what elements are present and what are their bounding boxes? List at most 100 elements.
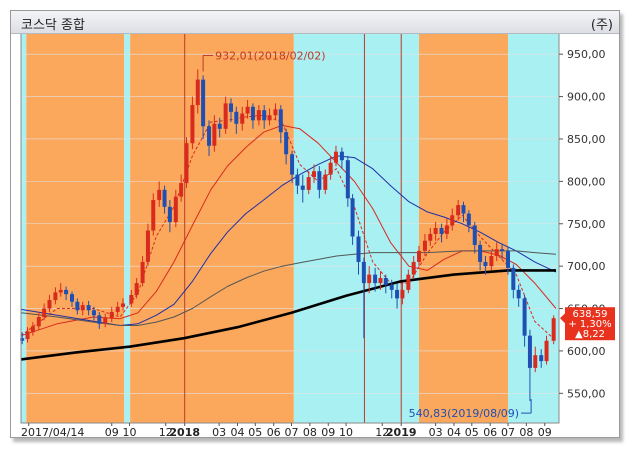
candle-body bbox=[267, 115, 272, 121]
candle bbox=[333, 145, 338, 167]
candle bbox=[115, 301, 120, 316]
candle bbox=[212, 115, 217, 152]
candle-body bbox=[339, 151, 344, 161]
candle bbox=[30, 322, 35, 336]
y-axis: 950,00900,00850,00800,00750,00700,00650,… bbox=[559, 48, 606, 400]
y-tick-label-4: 750,00 bbox=[567, 218, 606, 231]
candle bbox=[262, 105, 267, 129]
candle bbox=[256, 105, 261, 126]
candle bbox=[129, 289, 134, 307]
candle bbox=[345, 155, 350, 207]
candle bbox=[300, 174, 305, 203]
period-bands bbox=[21, 33, 559, 423]
period-band-3 bbox=[130, 33, 294, 423]
candle bbox=[207, 120, 212, 156]
candlestick-chart[interactable]: 932,01(2018/02/02) 540,83(2019/08/09) 950… bbox=[11, 11, 619, 437]
candle bbox=[411, 255, 416, 279]
candle bbox=[201, 75, 206, 139]
candle bbox=[47, 294, 52, 312]
candle-body bbox=[312, 171, 317, 178]
candle bbox=[195, 69, 200, 114]
candle-body bbox=[551, 318, 556, 341]
x-tick-label-14: 2019 bbox=[386, 426, 417, 437]
x-tick-label-2: 10 bbox=[123, 426, 137, 437]
candle-body bbox=[456, 205, 461, 216]
x-tick-label-20: 08 bbox=[519, 426, 533, 437]
candle-body bbox=[290, 154, 295, 175]
candle bbox=[516, 284, 521, 307]
candle bbox=[422, 233, 427, 256]
candle-body bbox=[522, 298, 527, 336]
candle-body bbox=[134, 283, 139, 295]
candles[interactable] bbox=[20, 69, 556, 402]
candle bbox=[179, 174, 184, 202]
period-band-1 bbox=[26, 33, 125, 423]
candle-body bbox=[433, 228, 438, 234]
x-tick-label-11: 09 bbox=[321, 426, 335, 437]
candle-body bbox=[223, 103, 228, 129]
chart-window: 932,01(2018/02/02) 540,83(2019/08/09) 950… bbox=[10, 10, 620, 438]
x-tick-label-1: 09 bbox=[105, 426, 119, 437]
y-tick-label-7: 600,00 bbox=[567, 345, 606, 358]
candle-body bbox=[179, 183, 184, 197]
candle bbox=[450, 208, 455, 231]
candle bbox=[478, 240, 483, 271]
y-tick-label-1: 900,00 bbox=[567, 91, 606, 104]
candle-body bbox=[245, 106, 250, 114]
candle-body bbox=[228, 103, 233, 112]
candle-body bbox=[234, 111, 239, 124]
candle-body bbox=[207, 126, 212, 146]
candle-body bbox=[527, 335, 532, 368]
candle bbox=[20, 332, 25, 345]
candle bbox=[103, 313, 108, 328]
candle-body bbox=[544, 340, 549, 362]
candle bbox=[70, 291, 75, 307]
candle bbox=[80, 301, 85, 316]
candle-body bbox=[97, 315, 102, 324]
candle-body bbox=[411, 261, 416, 275]
candle-body bbox=[333, 151, 338, 163]
candle-body bbox=[450, 215, 455, 226]
candle-body bbox=[42, 308, 47, 318]
candle bbox=[36, 311, 41, 330]
candle bbox=[389, 279, 394, 299]
candle-body bbox=[262, 110, 267, 121]
candle bbox=[167, 200, 172, 233]
candle-body bbox=[378, 278, 383, 284]
candle-body bbox=[466, 213, 471, 226]
candle-body bbox=[511, 267, 516, 290]
candle bbox=[317, 166, 322, 199]
candle bbox=[86, 300, 91, 316]
chart-title: 코스닥 종합 bbox=[21, 18, 85, 33]
candle bbox=[361, 257, 366, 339]
candle bbox=[97, 311, 102, 329]
candle bbox=[323, 169, 328, 195]
candle bbox=[295, 168, 300, 195]
candle bbox=[25, 327, 30, 343]
candle-body bbox=[167, 206, 172, 223]
candle-body bbox=[64, 289, 69, 295]
last-price-change: ▲8,22 bbox=[575, 329, 605, 340]
candle bbox=[544, 335, 549, 365]
candle-body bbox=[533, 355, 538, 368]
x-tick-label-0: 2017/04/14 bbox=[21, 426, 84, 437]
candle-body bbox=[483, 261, 488, 267]
x-tick-label-3: 12 bbox=[159, 426, 173, 437]
period-markers bbox=[184, 33, 402, 423]
candle-body bbox=[250, 106, 255, 121]
high-annotation: 932,01(2018/02/02) bbox=[215, 49, 325, 62]
candle bbox=[511, 264, 516, 299]
candle bbox=[383, 274, 388, 294]
unit-label: (주) bbox=[590, 18, 613, 33]
period-band-0 bbox=[21, 33, 27, 423]
candle bbox=[500, 244, 505, 260]
candle-body bbox=[109, 311, 114, 318]
candle bbox=[489, 250, 494, 271]
x-tick-label-21: 09 bbox=[538, 426, 552, 437]
candle-body bbox=[140, 261, 145, 284]
candle-body bbox=[70, 294, 75, 302]
moving-average-line-3 bbox=[20, 250, 557, 326]
candle bbox=[245, 99, 250, 119]
candle-body bbox=[539, 355, 544, 362]
